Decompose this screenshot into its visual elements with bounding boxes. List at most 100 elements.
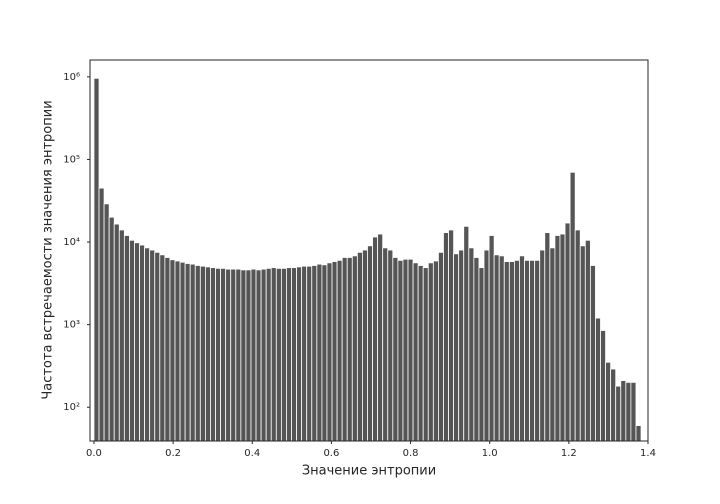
bar xyxy=(417,265,424,442)
bar xyxy=(554,235,561,442)
bar xyxy=(427,262,434,442)
bar xyxy=(453,253,460,442)
bar xyxy=(620,380,627,442)
x-tick-label: 0.0 xyxy=(86,448,102,459)
x-tick-label: 0.6 xyxy=(323,448,339,459)
bar xyxy=(468,247,475,442)
bar xyxy=(595,317,601,442)
bar xyxy=(362,249,368,442)
bar xyxy=(412,262,419,442)
bar xyxy=(184,263,191,442)
bar xyxy=(498,255,505,442)
x-tick-label: 0.8 xyxy=(403,448,419,459)
bar xyxy=(367,245,373,442)
bar xyxy=(260,268,267,442)
bar xyxy=(321,264,328,442)
x-tick-label: 1.0 xyxy=(482,448,498,459)
bar xyxy=(625,381,632,442)
bar xyxy=(291,267,297,442)
bar xyxy=(610,368,617,442)
bar xyxy=(270,267,277,442)
bar xyxy=(483,249,490,442)
bar xyxy=(93,77,100,442)
x-tick-label: 1.2 xyxy=(561,448,577,459)
bar xyxy=(539,249,546,442)
x-axis-label: Значение энтропии xyxy=(302,464,436,479)
bar xyxy=(600,330,606,442)
bar xyxy=(478,267,485,442)
bar xyxy=(164,257,171,442)
bar xyxy=(508,261,515,442)
bar xyxy=(139,244,146,442)
bar xyxy=(134,242,140,442)
bar xyxy=(336,259,343,442)
bar xyxy=(220,267,227,442)
plot-frame xyxy=(89,59,649,442)
bar xyxy=(407,258,414,442)
bar xyxy=(149,249,156,442)
bar xyxy=(316,263,323,442)
bar xyxy=(296,266,303,442)
bar xyxy=(123,235,130,442)
bar xyxy=(159,254,166,442)
bar xyxy=(306,265,313,442)
bar xyxy=(235,268,242,442)
bar xyxy=(240,269,247,442)
bar xyxy=(255,269,262,442)
bar xyxy=(286,267,292,442)
bar xyxy=(605,361,612,442)
bar xyxy=(230,268,237,442)
bar xyxy=(98,187,105,442)
bar xyxy=(204,266,211,442)
bar xyxy=(215,267,221,442)
bar xyxy=(519,255,525,442)
bar xyxy=(524,259,530,442)
bar xyxy=(397,259,404,442)
x-tick-label: 1.4 xyxy=(640,448,656,459)
bar xyxy=(377,233,384,442)
bar xyxy=(118,229,125,442)
bar xyxy=(438,251,444,442)
y-tick-label: 10⁵ xyxy=(63,154,80,165)
bar xyxy=(473,257,480,442)
bar xyxy=(280,267,287,442)
bar xyxy=(154,251,161,442)
bar xyxy=(169,259,176,442)
bar xyxy=(544,232,551,442)
bar xyxy=(503,261,510,442)
y-tick-label: 10⁴ xyxy=(63,237,80,248)
bar xyxy=(589,265,596,442)
bar xyxy=(301,265,308,442)
bar xyxy=(326,262,333,442)
x-tick-label: 0.2 xyxy=(165,448,181,459)
y-axis-label: Частота встречаемости значения энтропии xyxy=(41,100,56,399)
bar xyxy=(346,257,353,442)
bar xyxy=(402,258,409,442)
bar xyxy=(356,251,363,442)
bar xyxy=(584,239,591,442)
y-tick-label: 10⁶ xyxy=(63,72,80,83)
bar xyxy=(564,222,571,442)
bar xyxy=(194,265,201,442)
bar xyxy=(432,260,439,442)
bar xyxy=(630,381,637,442)
bar xyxy=(341,257,348,442)
bar xyxy=(579,245,586,442)
bar xyxy=(448,229,455,442)
bar xyxy=(635,425,642,442)
bar xyxy=(103,203,110,442)
bar xyxy=(422,267,429,442)
bar xyxy=(245,269,252,442)
bar xyxy=(199,265,206,442)
bar xyxy=(493,254,500,442)
bar xyxy=(392,257,399,442)
bar xyxy=(275,267,282,442)
bar xyxy=(615,385,622,442)
bar xyxy=(513,259,520,442)
bar xyxy=(372,236,379,442)
bar xyxy=(108,216,115,442)
bar xyxy=(174,260,181,442)
bar xyxy=(529,259,536,442)
bar xyxy=(210,267,216,442)
